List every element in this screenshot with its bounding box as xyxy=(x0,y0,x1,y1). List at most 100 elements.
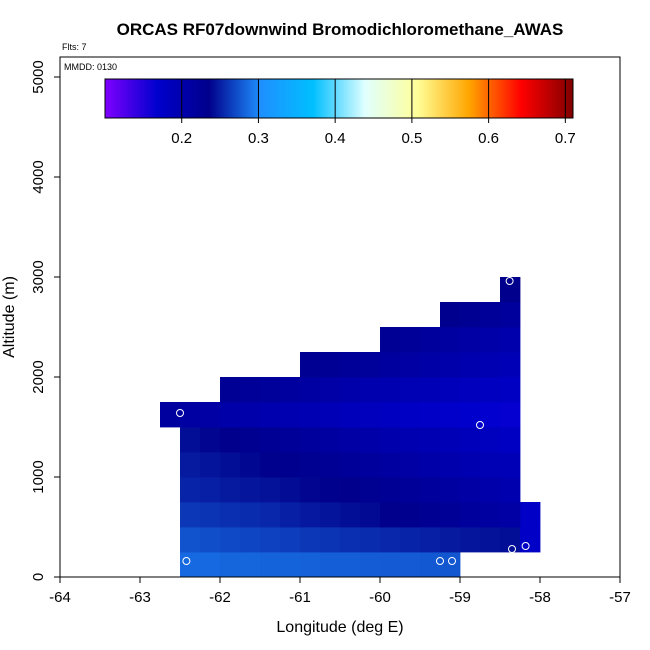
x-tick-label: -58 xyxy=(529,589,551,606)
heatmap-cell xyxy=(180,477,201,503)
x-tick-label: -63 xyxy=(129,589,151,606)
heatmap-cell xyxy=(300,427,321,453)
heatmap-cell xyxy=(380,377,401,403)
heatmap-cell xyxy=(420,327,441,353)
y-axis: 0 1000 2000 3000 4000 5000 xyxy=(30,60,60,581)
heatmap-cell xyxy=(380,477,401,503)
heatmap-cell xyxy=(220,527,241,553)
heatmap-cell xyxy=(480,427,501,453)
x-tick-label: -59 xyxy=(449,589,471,606)
heatmap-cell xyxy=(360,352,381,378)
heatmap-cell xyxy=(460,477,481,503)
heatmap-cell xyxy=(480,352,501,378)
sample-points xyxy=(176,277,530,565)
heatmap-cell xyxy=(180,527,201,553)
colorbar-gradient xyxy=(104,78,574,119)
heatmap-cell xyxy=(400,427,421,453)
heatmap-cell xyxy=(500,377,521,403)
heatmap-cell xyxy=(260,502,281,528)
heatmap-cell xyxy=(240,502,261,528)
heatmap-cell xyxy=(300,477,321,503)
heatmap-cell xyxy=(320,552,341,578)
heatmap-cell xyxy=(180,452,201,478)
heatmap-cell xyxy=(340,352,361,378)
heatmap-cell xyxy=(440,427,461,453)
heatmap-cell xyxy=(380,527,401,553)
heatmap-cell xyxy=(400,352,421,378)
heatmap-cell xyxy=(420,352,441,378)
heatmap-cell xyxy=(400,477,421,503)
heatmap-cell xyxy=(400,552,421,578)
y-tick-label: 1000 xyxy=(30,460,47,493)
colorbar-tick-label: 0.7 xyxy=(555,130,576,147)
heatmap-cell xyxy=(320,452,341,478)
heatmap-cell xyxy=(440,352,461,378)
heatmap-cell xyxy=(440,552,461,578)
heatmap-cell xyxy=(380,552,401,578)
heatmap-cell xyxy=(240,552,261,578)
heatmap-cell xyxy=(500,402,521,428)
heatmap-cell xyxy=(180,552,201,578)
heatmap-cell xyxy=(460,452,481,478)
heatmap-cell xyxy=(280,552,301,578)
heatmap-cell xyxy=(320,352,341,378)
heatmap-cell xyxy=(220,552,241,578)
heatmap-cell xyxy=(500,452,521,478)
heatmap-cell xyxy=(400,327,421,353)
heatmap-cell xyxy=(460,302,481,328)
heatmap-cell xyxy=(360,402,381,428)
heatmap-cell xyxy=(360,452,381,478)
sample-point xyxy=(476,421,484,429)
heatmap-cell xyxy=(480,527,501,553)
heatmap-cell xyxy=(280,502,301,528)
heatmap-cell xyxy=(320,402,341,428)
heatmap-cell xyxy=(380,502,401,528)
heatmap-cell xyxy=(200,477,221,503)
heatmap-cell xyxy=(340,377,361,403)
heatmap-cell xyxy=(340,552,361,578)
heatmap-cell xyxy=(460,377,481,403)
heatmap-cell xyxy=(340,502,361,528)
flights-annotation: Flts: 7 xyxy=(62,42,87,52)
heatmap-cell xyxy=(260,427,281,453)
colorbar-tick-label: 0.5 xyxy=(401,130,422,147)
heatmap-cell xyxy=(400,502,421,528)
heatmap-cell xyxy=(440,527,461,553)
heatmap-cell xyxy=(200,402,221,428)
heatmap-cell xyxy=(360,377,381,403)
heatmap-cell xyxy=(420,377,441,403)
heatmap-cell xyxy=(180,402,201,428)
colorbar-tick-label: 0.2 xyxy=(171,130,192,147)
y-tick-label: 2000 xyxy=(30,360,47,393)
heatmap-cell xyxy=(420,552,441,578)
heatmap-cell xyxy=(480,302,501,328)
heatmap-cell xyxy=(380,327,401,353)
heatmap-cell xyxy=(440,502,461,528)
heatmap-cell xyxy=(380,352,401,378)
heatmap-cell xyxy=(280,477,301,503)
heatmap-cell xyxy=(460,352,481,378)
heatmap-cell xyxy=(440,452,461,478)
heatmap-cell xyxy=(480,402,501,428)
heatmap-cell xyxy=(260,377,281,403)
heatmap-cell xyxy=(500,527,521,553)
heatmap-cell xyxy=(480,502,501,528)
heatmap-cell xyxy=(280,527,301,553)
colorbar-tick-label: 0.6 xyxy=(478,130,499,147)
heatmap-cell xyxy=(320,527,341,553)
heatmap-cell xyxy=(280,452,301,478)
heatmap-cell xyxy=(180,427,201,453)
heatmap-cell xyxy=(300,527,321,553)
x-tick-label: -64 xyxy=(49,589,71,606)
chart-title: ORCAS RF07downwind Bromodichloromethane_… xyxy=(117,20,564,39)
heatmap-cell xyxy=(160,402,181,428)
heatmap-cell xyxy=(440,402,461,428)
heatmap-cell xyxy=(440,302,461,328)
heatmap-cell xyxy=(500,277,521,303)
heatmap-cell xyxy=(380,452,401,478)
colorbar-tick-label: 0.4 xyxy=(325,130,346,147)
sample-point xyxy=(521,542,530,550)
y-tick-label: 0 xyxy=(30,573,47,581)
heatmap-cell xyxy=(220,402,241,428)
